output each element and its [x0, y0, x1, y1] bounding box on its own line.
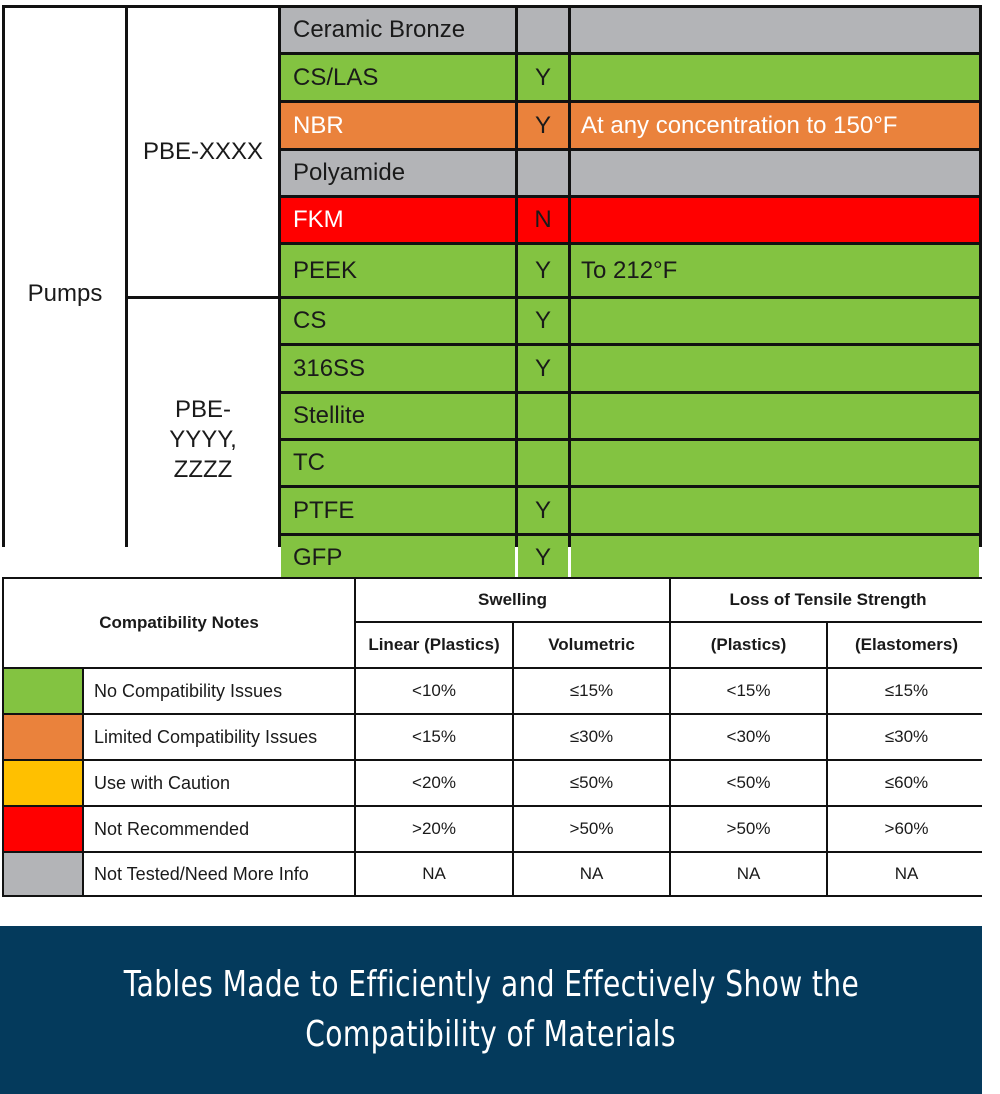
value-cell: <15%: [356, 715, 512, 759]
value-cell: ≤60%: [828, 761, 985, 805]
compat-flag-cell: Y: [518, 103, 568, 148]
material-cell: PEEK: [281, 245, 515, 296]
value-cell: ≤15%: [828, 669, 985, 713]
material-cell: Ceramic Bronze: [281, 8, 515, 52]
column-header: Volumetric: [514, 623, 669, 667]
value-cell: <20%: [356, 761, 512, 805]
material-cell: CS: [281, 299, 515, 343]
material-cell: Stellite: [281, 394, 515, 438]
compatibility-notes-table: Compatibility Notes Swelling Loss of Ten…: [2, 577, 985, 897]
group-label-line: YYYY,: [169, 425, 237, 453]
compat-flag-cell: [518, 8, 568, 52]
compat-flag-cell: [518, 394, 568, 438]
compat-note-cell: [571, 441, 979, 485]
compat-note-cell: [571, 394, 979, 438]
value-cell: >50%: [514, 807, 669, 851]
value-cell: ≤30%: [514, 715, 669, 759]
banner-text-line: Compatibility of Materials: [305, 1014, 677, 1055]
value-cell: >60%: [828, 807, 985, 851]
material-cell: 316SS: [281, 346, 515, 391]
value-cell: >20%: [356, 807, 512, 851]
value-cell: ≤30%: [828, 715, 985, 759]
note-label: Not Recommended: [84, 807, 354, 851]
material-cell: Polyamide: [281, 151, 515, 195]
material-cell: FKM: [281, 198, 515, 242]
material-cell: TC: [281, 441, 515, 485]
group-label-line: PBE-: [174, 395, 231, 423]
compat-note-cell: At any concentration to 150°F: [571, 103, 979, 148]
swelling-header: Swelling: [356, 579, 669, 621]
note-label: Use with Caution: [84, 761, 354, 805]
compat-flag-cell: Y: [518, 55, 568, 100]
material-cell: GFP: [281, 536, 515, 580]
compat-note-cell: [571, 299, 979, 343]
tensile-strength-header: Loss of Tensile Strength: [671, 579, 985, 621]
value-cell: ≤50%: [514, 761, 669, 805]
materials-table: Pumps PBE-XXXX PBE- YYYY, ZZZZ Ceramic B…: [2, 5, 982, 580]
compat-note-cell: To 212°F: [571, 245, 979, 296]
compat-note-cell: [571, 346, 979, 391]
value-cell: NA: [356, 853, 512, 895]
compat-flag-cell: Y: [518, 245, 568, 296]
compat-note-cell: [571, 55, 979, 100]
column-header: Linear (Plastics): [356, 623, 512, 667]
value-cell: ≤15%: [514, 669, 669, 713]
color-swatch: [4, 761, 82, 805]
compat-flag-cell: Y: [518, 299, 568, 343]
value-cell: NA: [828, 853, 985, 895]
compat-flag-cell: Y: [518, 346, 568, 391]
value-cell: <50%: [671, 761, 826, 805]
value-cell: <30%: [671, 715, 826, 759]
note-label: No Compatibility Issues: [84, 669, 354, 713]
group-label: PBE-XXXX: [142, 138, 264, 165]
color-swatch: [4, 807, 82, 851]
compat-note-cell: [571, 151, 979, 195]
compat-note-cell: [571, 488, 979, 533]
caption-banner: Tables Made to Efficiently and Effective…: [0, 926, 982, 1094]
notes-title: Compatibility Notes: [4, 579, 354, 667]
material-cell: PTFE: [281, 488, 515, 533]
value-cell: <15%: [671, 669, 826, 713]
group-cell-1: PBE-XXXX: [128, 8, 278, 296]
value-cell: NA: [671, 853, 826, 895]
compat-note-cell: [571, 198, 979, 242]
note-label: Limited Compatibility Issues: [84, 715, 354, 759]
compat-flag-cell: [518, 151, 568, 195]
compat-flag-cell: [518, 441, 568, 485]
column-header: (Elastomers): [828, 623, 985, 667]
category-cell: Pumps: [5, 8, 125, 580]
value-cell: >50%: [671, 807, 826, 851]
group-cell-2: PBE- YYYY, ZZZZ: [128, 299, 278, 580]
color-swatch: [4, 715, 82, 759]
group-label-line: ZZZZ: [173, 455, 233, 483]
compat-flag-cell: Y: [518, 488, 568, 533]
material-cell: CS/LAS: [281, 55, 515, 100]
color-swatch: [4, 669, 82, 713]
value-cell: NA: [514, 853, 669, 895]
value-cell: <10%: [356, 669, 512, 713]
color-swatch: [4, 853, 82, 895]
compat-flag-cell: N: [518, 198, 568, 242]
material-cell: NBR: [281, 103, 515, 148]
banner-text-line: Tables Made to Efficiently and Effective…: [123, 964, 859, 1005]
compat-note-cell: [571, 8, 979, 52]
column-header: (Plastics): [671, 623, 826, 667]
compat-note-cell: [571, 536, 979, 580]
note-label: Not Tested/Need More Info: [84, 853, 354, 895]
category-label: Pumps: [27, 280, 103, 307]
compat-flag-cell: Y: [518, 536, 568, 580]
